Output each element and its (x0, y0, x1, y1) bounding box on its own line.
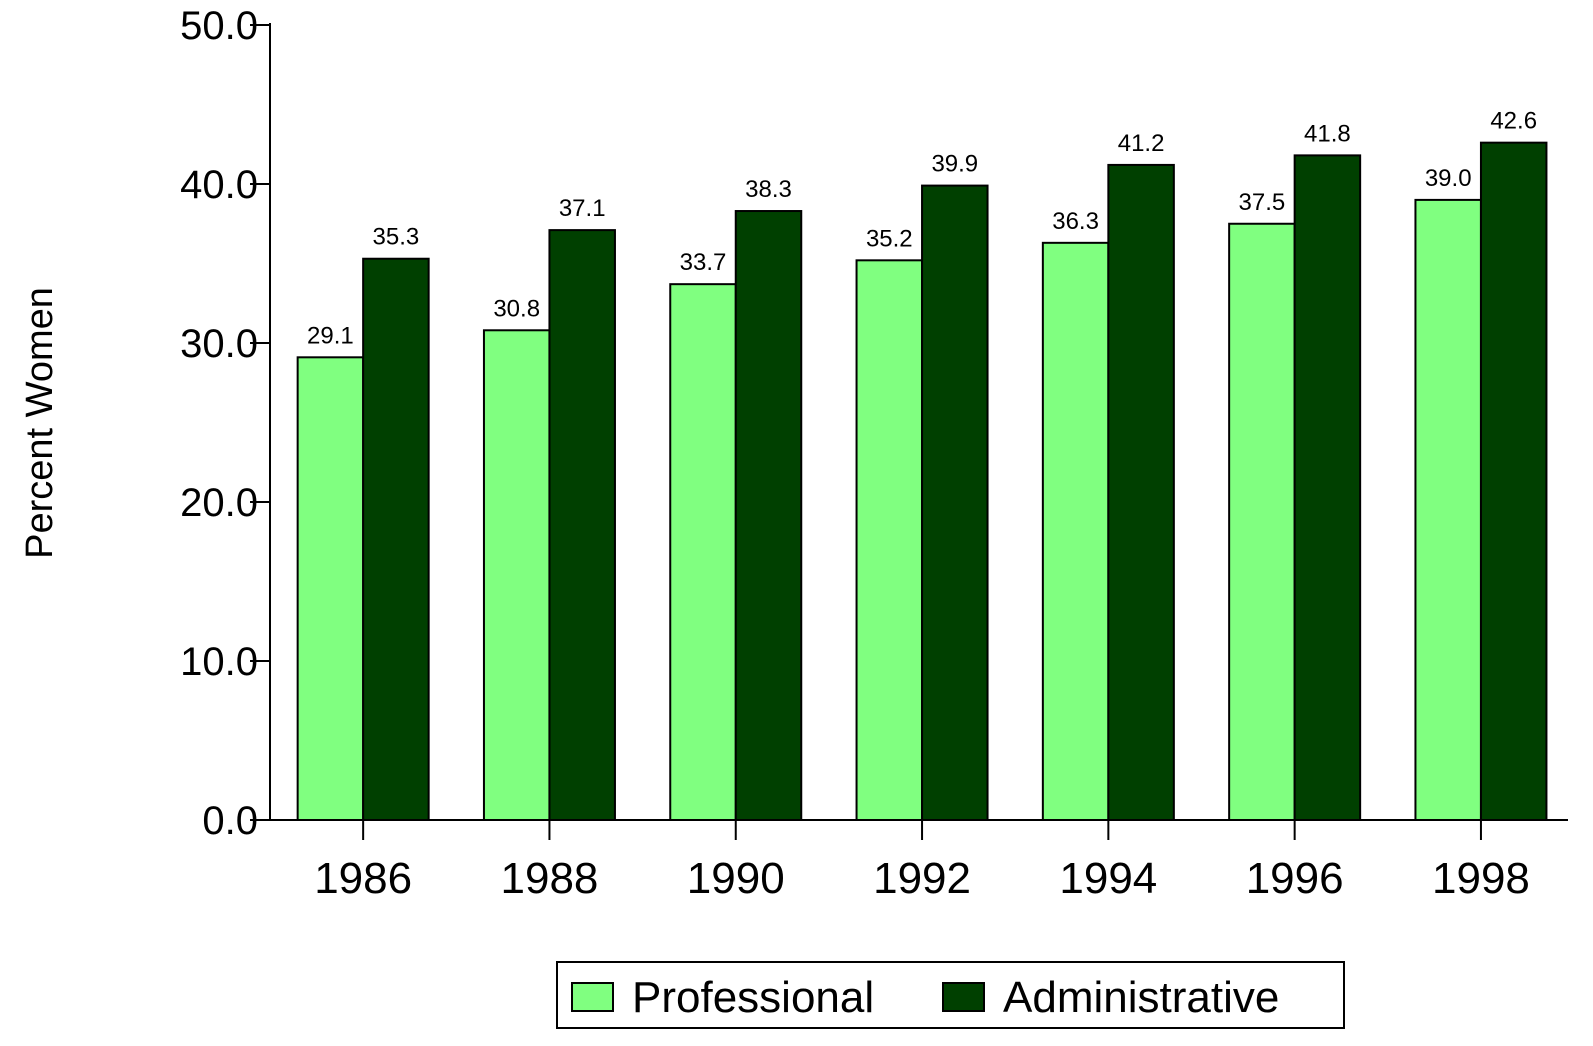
bar (855, 259, 924, 821)
y-tick-label: 50.0 (180, 4, 258, 48)
value-label: 37.5 (1239, 189, 1286, 216)
bar (921, 184, 989, 821)
bar (1414, 198, 1482, 821)
bar (296, 356, 365, 821)
value-label: 41.8 (1304, 120, 1351, 147)
value-label: 38.3 (745, 176, 792, 203)
y-axis-label: Percent Women (19, 287, 61, 559)
bar (548, 229, 616, 822)
y-tick-label: 10.0 (180, 640, 258, 684)
bar (734, 210, 803, 821)
y-tick-label: 0.0 (202, 799, 258, 843)
x-tick-label: 1990 (687, 854, 785, 903)
bar (1479, 141, 1548, 822)
bar (1293, 154, 1362, 821)
x-tick-label: 1998 (1432, 854, 1530, 903)
legend-label: Administrative (1003, 973, 1279, 1022)
bar (1041, 241, 1110, 821)
x-tick-label: 1996 (1246, 854, 1344, 903)
value-label: 29.1 (307, 322, 354, 349)
value-label: 41.2 (1118, 130, 1165, 157)
bar (362, 257, 430, 822)
value-label: 36.3 (1052, 208, 1099, 235)
value-label: 33.7 (680, 249, 727, 276)
bar (669, 283, 737, 822)
value-label: 35.3 (373, 224, 420, 251)
y-tick-label: 40.0 (180, 163, 258, 207)
value-label: 35.2 (866, 225, 913, 252)
x-tick-label: 1992 (873, 854, 971, 903)
x-tick-label: 1986 (314, 854, 412, 903)
legend-swatch (571, 982, 614, 1012)
value-label: 39.9 (931, 151, 978, 178)
bar (482, 329, 551, 821)
value-label: 30.8 (493, 295, 540, 322)
bar (1228, 222, 1296, 821)
x-tick-label: 1994 (1059, 854, 1157, 903)
value-label: 42.6 (1490, 108, 1537, 135)
value-label: 37.1 (559, 195, 606, 222)
legend-label: Professional (632, 973, 874, 1022)
bar (1107, 163, 1175, 822)
legend-swatch (942, 982, 985, 1012)
y-tick-label: 20.0 (180, 481, 258, 525)
value-label: 39.0 (1425, 165, 1472, 192)
y-tick-label: 30.0 (180, 322, 258, 366)
x-tick-label: 1988 (501, 854, 599, 903)
